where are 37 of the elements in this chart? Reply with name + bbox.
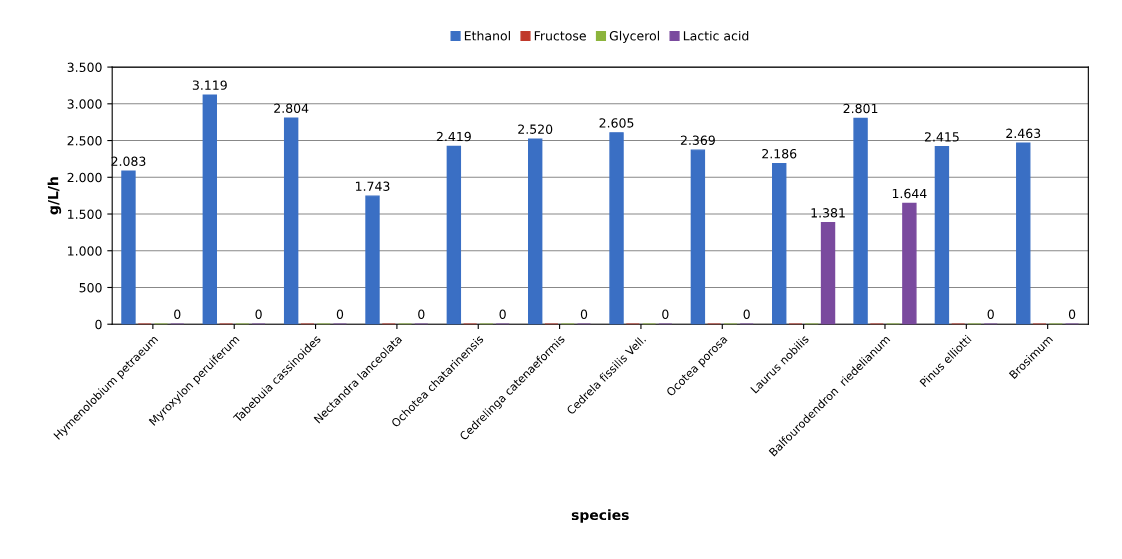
legend-label: Lactic acid — [683, 30, 749, 41]
data-label: 0 — [336, 309, 344, 320]
y-tick-label: 500 — [79, 282, 102, 293]
y-tick-label: 3.500 — [67, 62, 102, 73]
y-tick-label: 1.500 — [68, 209, 102, 219]
data-label: 0 — [174, 309, 181, 320]
data-label: 2.463 — [1006, 128, 1041, 139]
y-axis-title: g/L/h — [47, 177, 62, 215]
data-label: 0 — [255, 309, 262, 320]
legend-label: Ethanol — [464, 30, 510, 41]
data-label: 2.520 — [518, 124, 553, 134]
data-label: 3.119 — [192, 80, 227, 90]
y-tick-label: 3.000 — [67, 99, 102, 109]
data-label: 2.186 — [762, 148, 797, 159]
y-tick-label: 0 — [95, 319, 102, 330]
x-axis-title: species — [571, 509, 629, 523]
data-label: 1.381 — [811, 208, 845, 218]
data-label: 2.369 — [680, 135, 715, 145]
data-label: 0 — [743, 309, 750, 320]
data-label: 0 — [662, 309, 669, 320]
data-label: 0 — [1068, 309, 1076, 320]
y-tick-label: 2.500 — [67, 136, 102, 146]
data-label: 2.605 — [599, 118, 634, 128]
data-label: 2.804 — [274, 103, 309, 114]
data-label: 0 — [418, 309, 425, 320]
legend-label: Glycerol — [609, 30, 660, 43]
data-label: 2.419 — [436, 131, 471, 142]
data-label: 0 — [499, 309, 506, 320]
y-tick-label: 1.000 — [68, 246, 102, 256]
data-label: 1.743 — [355, 181, 390, 191]
data-label: 2.801 — [843, 103, 878, 114]
legend-label: Fructose — [534, 31, 586, 41]
data-label: 0 — [580, 309, 588, 320]
data-label: 0 — [987, 309, 994, 320]
data-label: 1.644 — [892, 188, 927, 199]
y-tick-label: 2.000 — [67, 172, 102, 183]
data-label: 2.415 — [924, 132, 959, 142]
